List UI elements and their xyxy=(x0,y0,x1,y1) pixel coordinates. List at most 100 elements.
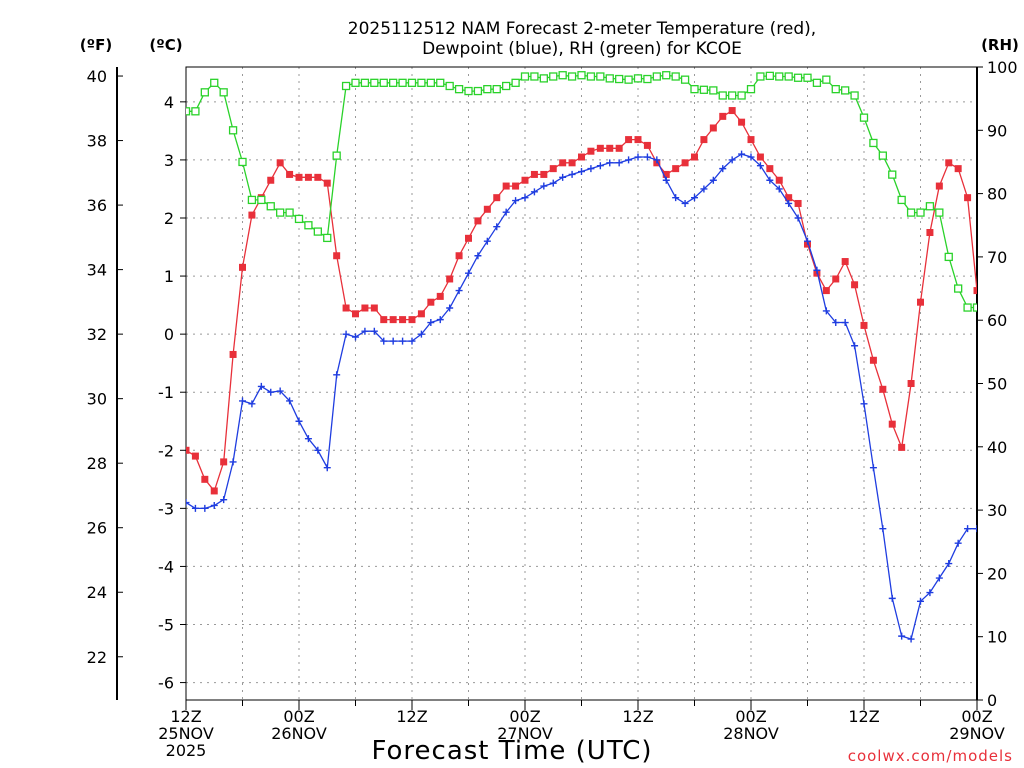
data-point-dewpoint xyxy=(917,597,924,605)
x-tick-label: 00Z xyxy=(961,707,992,726)
data-point-rh xyxy=(567,72,577,81)
data-point-rh xyxy=(341,81,351,91)
data-point-dewpoint xyxy=(625,156,633,164)
data-point-rh xyxy=(191,107,200,116)
series-line-0 xyxy=(186,109,977,493)
data-point-rh xyxy=(530,72,539,81)
data-point-dewpoint xyxy=(239,397,246,405)
data-point-dewpoint xyxy=(361,327,369,335)
data-point-temperature xyxy=(615,144,623,152)
data-point-rh xyxy=(662,71,671,80)
fahrenheit-tick-label: 30 xyxy=(87,390,107,409)
data-point-dewpoint xyxy=(578,168,585,176)
data-point-rh xyxy=(228,126,238,135)
data-point-rh xyxy=(935,208,944,217)
data-point-temperature xyxy=(728,107,736,115)
x-tick-label: 25NOV xyxy=(158,724,214,743)
data-point-dewpoint xyxy=(342,330,350,338)
data-point-rh xyxy=(916,208,925,217)
data-point-temperature xyxy=(248,211,256,219)
data-point-temperature xyxy=(559,159,567,167)
fahrenheit-unit-label: (ºF) xyxy=(80,36,112,54)
data-point-rh xyxy=(624,75,633,84)
data-point-rh xyxy=(186,107,191,116)
data-point-temperature xyxy=(568,159,576,167)
data-point-temperature xyxy=(964,194,972,202)
grid xyxy=(186,67,977,700)
data-point-temperature xyxy=(578,153,585,161)
credit-text: coolwx.com/models xyxy=(848,747,1013,765)
data-point-rh xyxy=(906,208,916,217)
data-point-dewpoint xyxy=(822,307,830,315)
series-line-1 xyxy=(186,153,977,640)
data-point-temperature xyxy=(898,443,906,451)
data-point-rh xyxy=(822,75,831,84)
data-point-dewpoint xyxy=(201,504,209,512)
data-point-dewpoint xyxy=(389,337,397,345)
data-point-temperature xyxy=(700,136,708,144)
data-point-dewpoint xyxy=(455,287,463,295)
data-point-dewpoint xyxy=(446,304,454,312)
data-point-temperature xyxy=(530,170,538,178)
data-point-temperature xyxy=(945,159,953,167)
data-point-temperature xyxy=(851,281,859,289)
data-point-dewpoint xyxy=(691,194,698,202)
data-point-dewpoint xyxy=(606,159,614,167)
data-point-dewpoint xyxy=(587,165,595,173)
data-point-rh xyxy=(483,85,492,94)
data-point-temperature xyxy=(643,141,651,149)
data-point-dewpoint xyxy=(596,162,604,170)
data-point-temperature xyxy=(295,173,303,181)
data-point-rh xyxy=(332,151,341,160)
fahrenheit-tick-label: 22 xyxy=(87,648,107,667)
rh-tick-label: 30 xyxy=(987,501,1007,520)
x-tick-label: 12Z xyxy=(170,707,201,726)
fahrenheit-tick-label: 34 xyxy=(87,261,107,280)
data-point-dewpoint xyxy=(935,574,943,582)
data-point-temperature xyxy=(672,165,680,173)
data-point-dewpoint xyxy=(276,387,284,395)
data-point-dewpoint xyxy=(474,252,482,260)
fahrenheit-tick-label: 36 xyxy=(87,196,107,215)
data-point-temperature xyxy=(474,217,482,225)
data-point-temperature xyxy=(822,287,830,295)
data-point-dewpoint xyxy=(804,237,811,245)
data-point-rh xyxy=(426,78,435,87)
data-point-rh xyxy=(445,81,454,91)
data-point-dewpoint xyxy=(954,539,962,547)
data-point-dewpoint xyxy=(248,400,256,408)
data-point-rh xyxy=(304,221,313,230)
data-point-rh xyxy=(954,284,963,293)
data-point-temperature xyxy=(323,179,331,187)
x-tick-label: 27NOV xyxy=(497,724,553,743)
data-point-temperature xyxy=(380,316,388,324)
data-point-temperature xyxy=(954,165,962,173)
data-point-rh xyxy=(351,78,360,87)
data-point-dewpoint xyxy=(719,165,727,173)
rh-tick-label: 50 xyxy=(987,375,1007,394)
data-point-rh xyxy=(746,85,756,94)
data-point-temperature xyxy=(935,182,943,190)
data-point-temperature xyxy=(841,258,849,266)
data-point-dewpoint xyxy=(304,435,312,443)
data-point-temperature xyxy=(389,316,397,324)
data-point-dewpoint xyxy=(370,327,378,335)
data-point-rh xyxy=(511,78,520,87)
data-point-dewpoint xyxy=(879,525,887,533)
data-point-rh xyxy=(605,74,614,83)
data-point-dewpoint xyxy=(436,316,444,324)
data-point-dewpoint xyxy=(380,337,388,345)
data-point-rh xyxy=(652,72,661,81)
data-point-dewpoint xyxy=(700,185,708,193)
data-point-temperature xyxy=(625,136,633,144)
data-point-rh xyxy=(841,86,850,95)
celsius-tick-label: -6 xyxy=(158,674,174,693)
data-point-rh xyxy=(596,72,605,81)
data-point-rh xyxy=(238,157,247,167)
data-point-rh xyxy=(718,91,727,100)
celsius-tick-label: -3 xyxy=(158,499,174,518)
data-point-temperature xyxy=(502,182,510,190)
data-point-dewpoint xyxy=(549,179,557,187)
data-point-temperature xyxy=(719,112,727,120)
